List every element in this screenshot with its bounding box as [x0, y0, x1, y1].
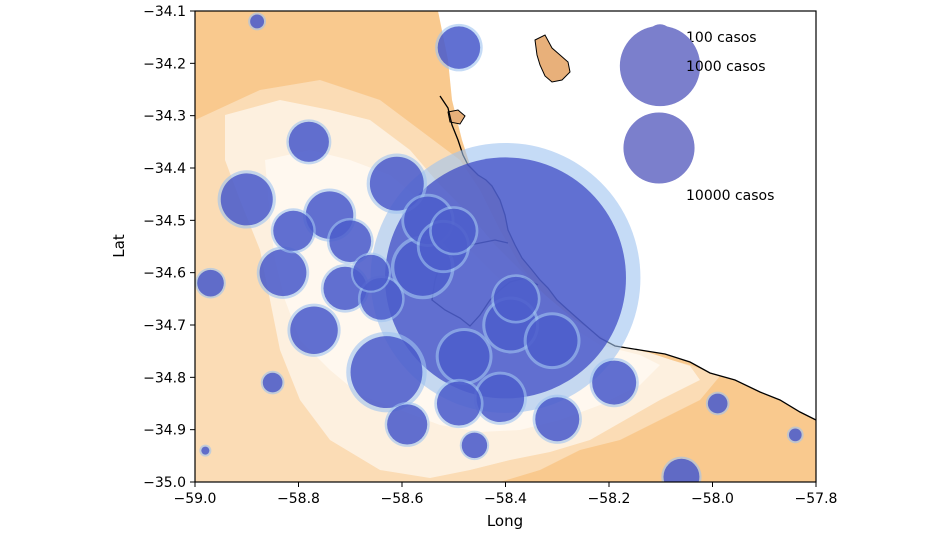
data-bubble	[493, 276, 538, 321]
data-bubble	[436, 381, 481, 426]
y-tick-label: −34.2	[143, 56, 186, 72]
x-axis-label: Long	[487, 512, 523, 530]
x-tick-label: −58.0	[691, 491, 734, 507]
data-bubble	[259, 249, 307, 297]
x-tick-label: −58.2	[588, 491, 631, 507]
x-axis: −59.0 −58.8 −58.6 −58.4 −58.2 −58.0 −57.8	[174, 482, 838, 507]
x-tick-label: −58.4	[484, 491, 527, 507]
y-tick-label: −34.8	[143, 370, 186, 386]
data-bubble	[220, 173, 273, 226]
bubble-layer	[195, 12, 804, 482]
y-tick-label: −34.9	[143, 423, 186, 439]
data-bubble	[461, 432, 488, 459]
data-bubble	[663, 458, 700, 482]
data-bubble	[535, 397, 580, 442]
legend-marker	[623, 112, 695, 184]
data-bubble	[369, 156, 424, 211]
island-small	[447, 109, 466, 125]
x-tick-label: −57.8	[795, 491, 838, 507]
data-bubble	[431, 208, 476, 253]
legend: 100 casos 1000 casos 10000 casos	[619, 24, 774, 204]
legend-label: 10000 casos	[686, 188, 774, 204]
data-bubble	[476, 374, 525, 423]
data-bubble	[273, 210, 314, 251]
data-bubble	[438, 331, 490, 382]
y-tick-label: −34.5	[143, 213, 186, 229]
data-bubble	[707, 393, 728, 414]
data-bubble	[592, 360, 637, 405]
data-bubble	[788, 428, 802, 442]
x-tick-label: −58.8	[277, 491, 320, 507]
x-tick-label: −58.6	[381, 491, 424, 507]
y-tick-label: −35.0	[143, 475, 186, 491]
data-bubble	[288, 121, 329, 162]
y-tick-label: −34.3	[143, 109, 186, 125]
legend-label: 100 casos	[686, 30, 757, 46]
data-bubble	[290, 306, 338, 354]
y-axis: −34.1 −34.2 −34.3 −34.4 −34.5 −34.6 −34.7 −34.8…	[143, 4, 195, 491]
legend-label: 1000 casos	[686, 59, 766, 75]
data-bubble	[437, 26, 481, 69]
legend-marker	[619, 25, 701, 107]
data-bubble	[250, 14, 265, 29]
x-tick-label: −59.0	[174, 491, 217, 507]
data-bubble	[201, 446, 210, 455]
data-bubble	[197, 269, 224, 297]
data-bubble	[329, 220, 372, 263]
data-bubble	[352, 254, 389, 291]
data-bubble	[387, 404, 428, 445]
y-tick-label: −34.7	[143, 318, 186, 334]
island-upper	[534, 34, 571, 83]
data-bubble	[526, 315, 578, 367]
y-tick-label: −34.1	[143, 4, 186, 20]
y-axis-label: Lat	[110, 234, 128, 258]
y-tick-label: −34.4	[143, 161, 186, 177]
y-tick-label: −34.6	[143, 266, 186, 282]
data-bubble	[350, 336, 423, 409]
data-bubble	[262, 372, 283, 393]
